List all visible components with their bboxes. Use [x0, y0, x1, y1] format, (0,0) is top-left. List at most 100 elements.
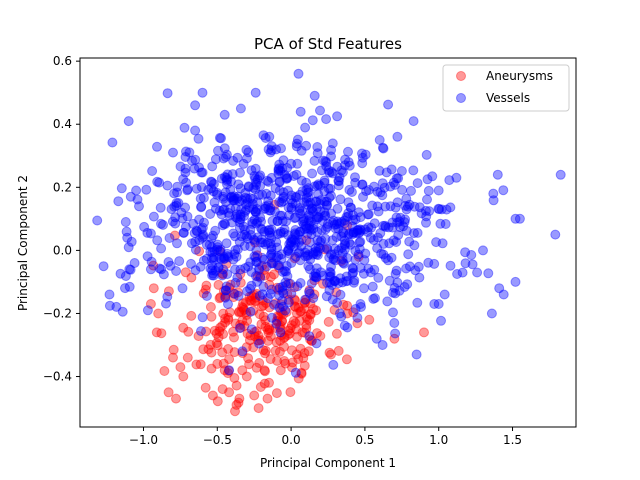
data-point-aneurysms: [198, 344, 209, 355]
data-point-vessels: [232, 152, 243, 163]
data-point-vessels: [400, 200, 411, 211]
data-point-aneurysms: [293, 354, 304, 364]
data-point-vessels: [264, 131, 275, 142]
data-point-aneurysms: [253, 403, 264, 414]
data-point-vessels: [413, 261, 424, 272]
data-point-vessels: [319, 175, 330, 186]
data-point-vessels: [320, 233, 331, 244]
data-point-vessels: [172, 181, 183, 192]
data-point-vessels: [197, 232, 208, 243]
data-point-aneurysms: [257, 295, 268, 306]
data-point-vessels: [294, 203, 305, 213]
data-point-vessels: [330, 255, 341, 266]
data-point-vessels: [190, 236, 201, 247]
data-point-vessels: [274, 163, 284, 174]
data-point-vessels: [550, 229, 561, 240]
data-point-vessels: [353, 249, 364, 260]
data-point-vessels: [262, 237, 273, 248]
data-point-vessels: [303, 183, 314, 194]
data-point-aneurysms: [264, 377, 274, 388]
data-point-vessels: [378, 220, 389, 231]
data-point-aneurysms: [244, 335, 255, 346]
data-point-vessels: [134, 201, 144, 212]
data-point-vessels: [245, 224, 256, 235]
chart-title: PCA of Std Features: [254, 35, 402, 53]
data-point-aneurysms: [277, 315, 287, 326]
data-point-vessels: [340, 154, 351, 165]
data-point-vessels: [377, 340, 388, 350]
data-point-aneurysms: [348, 307, 359, 318]
data-point-aneurysms: [286, 320, 297, 331]
data-point-vessels: [328, 253, 339, 263]
data-point-aneurysms: [220, 290, 231, 300]
data-point-vessels: [252, 276, 263, 287]
data-point-vessels: [348, 215, 359, 226]
data-point-vessels: [243, 261, 254, 272]
data-point-aneurysms: [329, 304, 340, 315]
data-point-vessels: [326, 145, 337, 155]
data-point-vessels: [303, 215, 314, 226]
data-point-vessels: [372, 232, 383, 243]
data-point-vessels: [391, 212, 402, 223]
data-point-vessels: [357, 179, 368, 190]
data-point-vessels: [132, 194, 143, 205]
data-point-vessels: [205, 263, 216, 274]
data-point-aneurysms: [259, 365, 270, 376]
data-point-vessels: [439, 289, 450, 300]
data-point-vessels: [488, 188, 499, 199]
data-point-vessels: [434, 204, 445, 215]
data-point-vessels: [294, 226, 305, 237]
data-point-vessels: [255, 237, 266, 248]
data-point-aneurysms: [246, 296, 257, 306]
data-point-aneurysms: [241, 371, 252, 382]
data-point-aneurysms: [305, 334, 316, 345]
data-point-vessels: [261, 188, 272, 199]
data-point-aneurysms: [195, 359, 206, 370]
data-point-vessels: [231, 251, 242, 262]
data-point-aneurysms: [419, 327, 429, 338]
data-point-vessels: [104, 289, 115, 300]
data-point-vessels: [385, 201, 396, 212]
data-point-aneurysms: [283, 294, 294, 305]
data-point-vessels: [196, 182, 207, 193]
data-point-vessels: [207, 265, 218, 276]
data-point-vessels: [416, 208, 427, 219]
data-point-vessels: [326, 208, 337, 219]
data-point-vessels: [152, 141, 162, 152]
data-point-vessels: [291, 192, 302, 203]
data-point-vessels: [303, 210, 314, 221]
data-point-aneurysms: [270, 323, 281, 333]
data-point-vessels: [233, 191, 243, 202]
data-point-vessels: [342, 211, 353, 222]
data-point-vessels: [237, 346, 248, 357]
data-point-vessels: [225, 192, 236, 203]
data-point-vessels: [274, 290, 285, 301]
data-point-vessels: [333, 278, 344, 289]
data-point-vessels: [260, 133, 271, 143]
data-point-vessels: [339, 258, 349, 269]
data-point-vessels: [176, 207, 187, 218]
data-point-vessels: [370, 293, 380, 304]
data-point-vessels: [274, 185, 285, 196]
data-point-vessels: [190, 244, 201, 255]
data-point-vessels: [315, 237, 326, 247]
data-point-vessels: [339, 320, 350, 331]
data-point-aneurysms: [171, 393, 181, 404]
data-point-vessels: [350, 172, 360, 183]
data-point-vessels: [254, 263, 265, 274]
data-point-vessels: [240, 187, 251, 198]
data-point-vessels: [255, 181, 266, 191]
data-point-aneurysms: [264, 325, 275, 335]
data-point-vessels: [120, 271, 131, 281]
data-point-aneurysms: [285, 387, 296, 398]
data-point-vessels: [309, 181, 320, 192]
data-point-aneurysms: [186, 272, 197, 283]
data-point-aneurysms: [253, 335, 263, 346]
data-point-vessels: [377, 142, 388, 153]
data-point-vessels: [383, 255, 394, 266]
data-point-vessels: [275, 327, 286, 338]
x-tick-label: −0.5: [203, 433, 232, 447]
data-point-vessels: [284, 248, 295, 259]
data-point-vessels: [384, 238, 395, 249]
data-point-vessels: [257, 289, 268, 300]
